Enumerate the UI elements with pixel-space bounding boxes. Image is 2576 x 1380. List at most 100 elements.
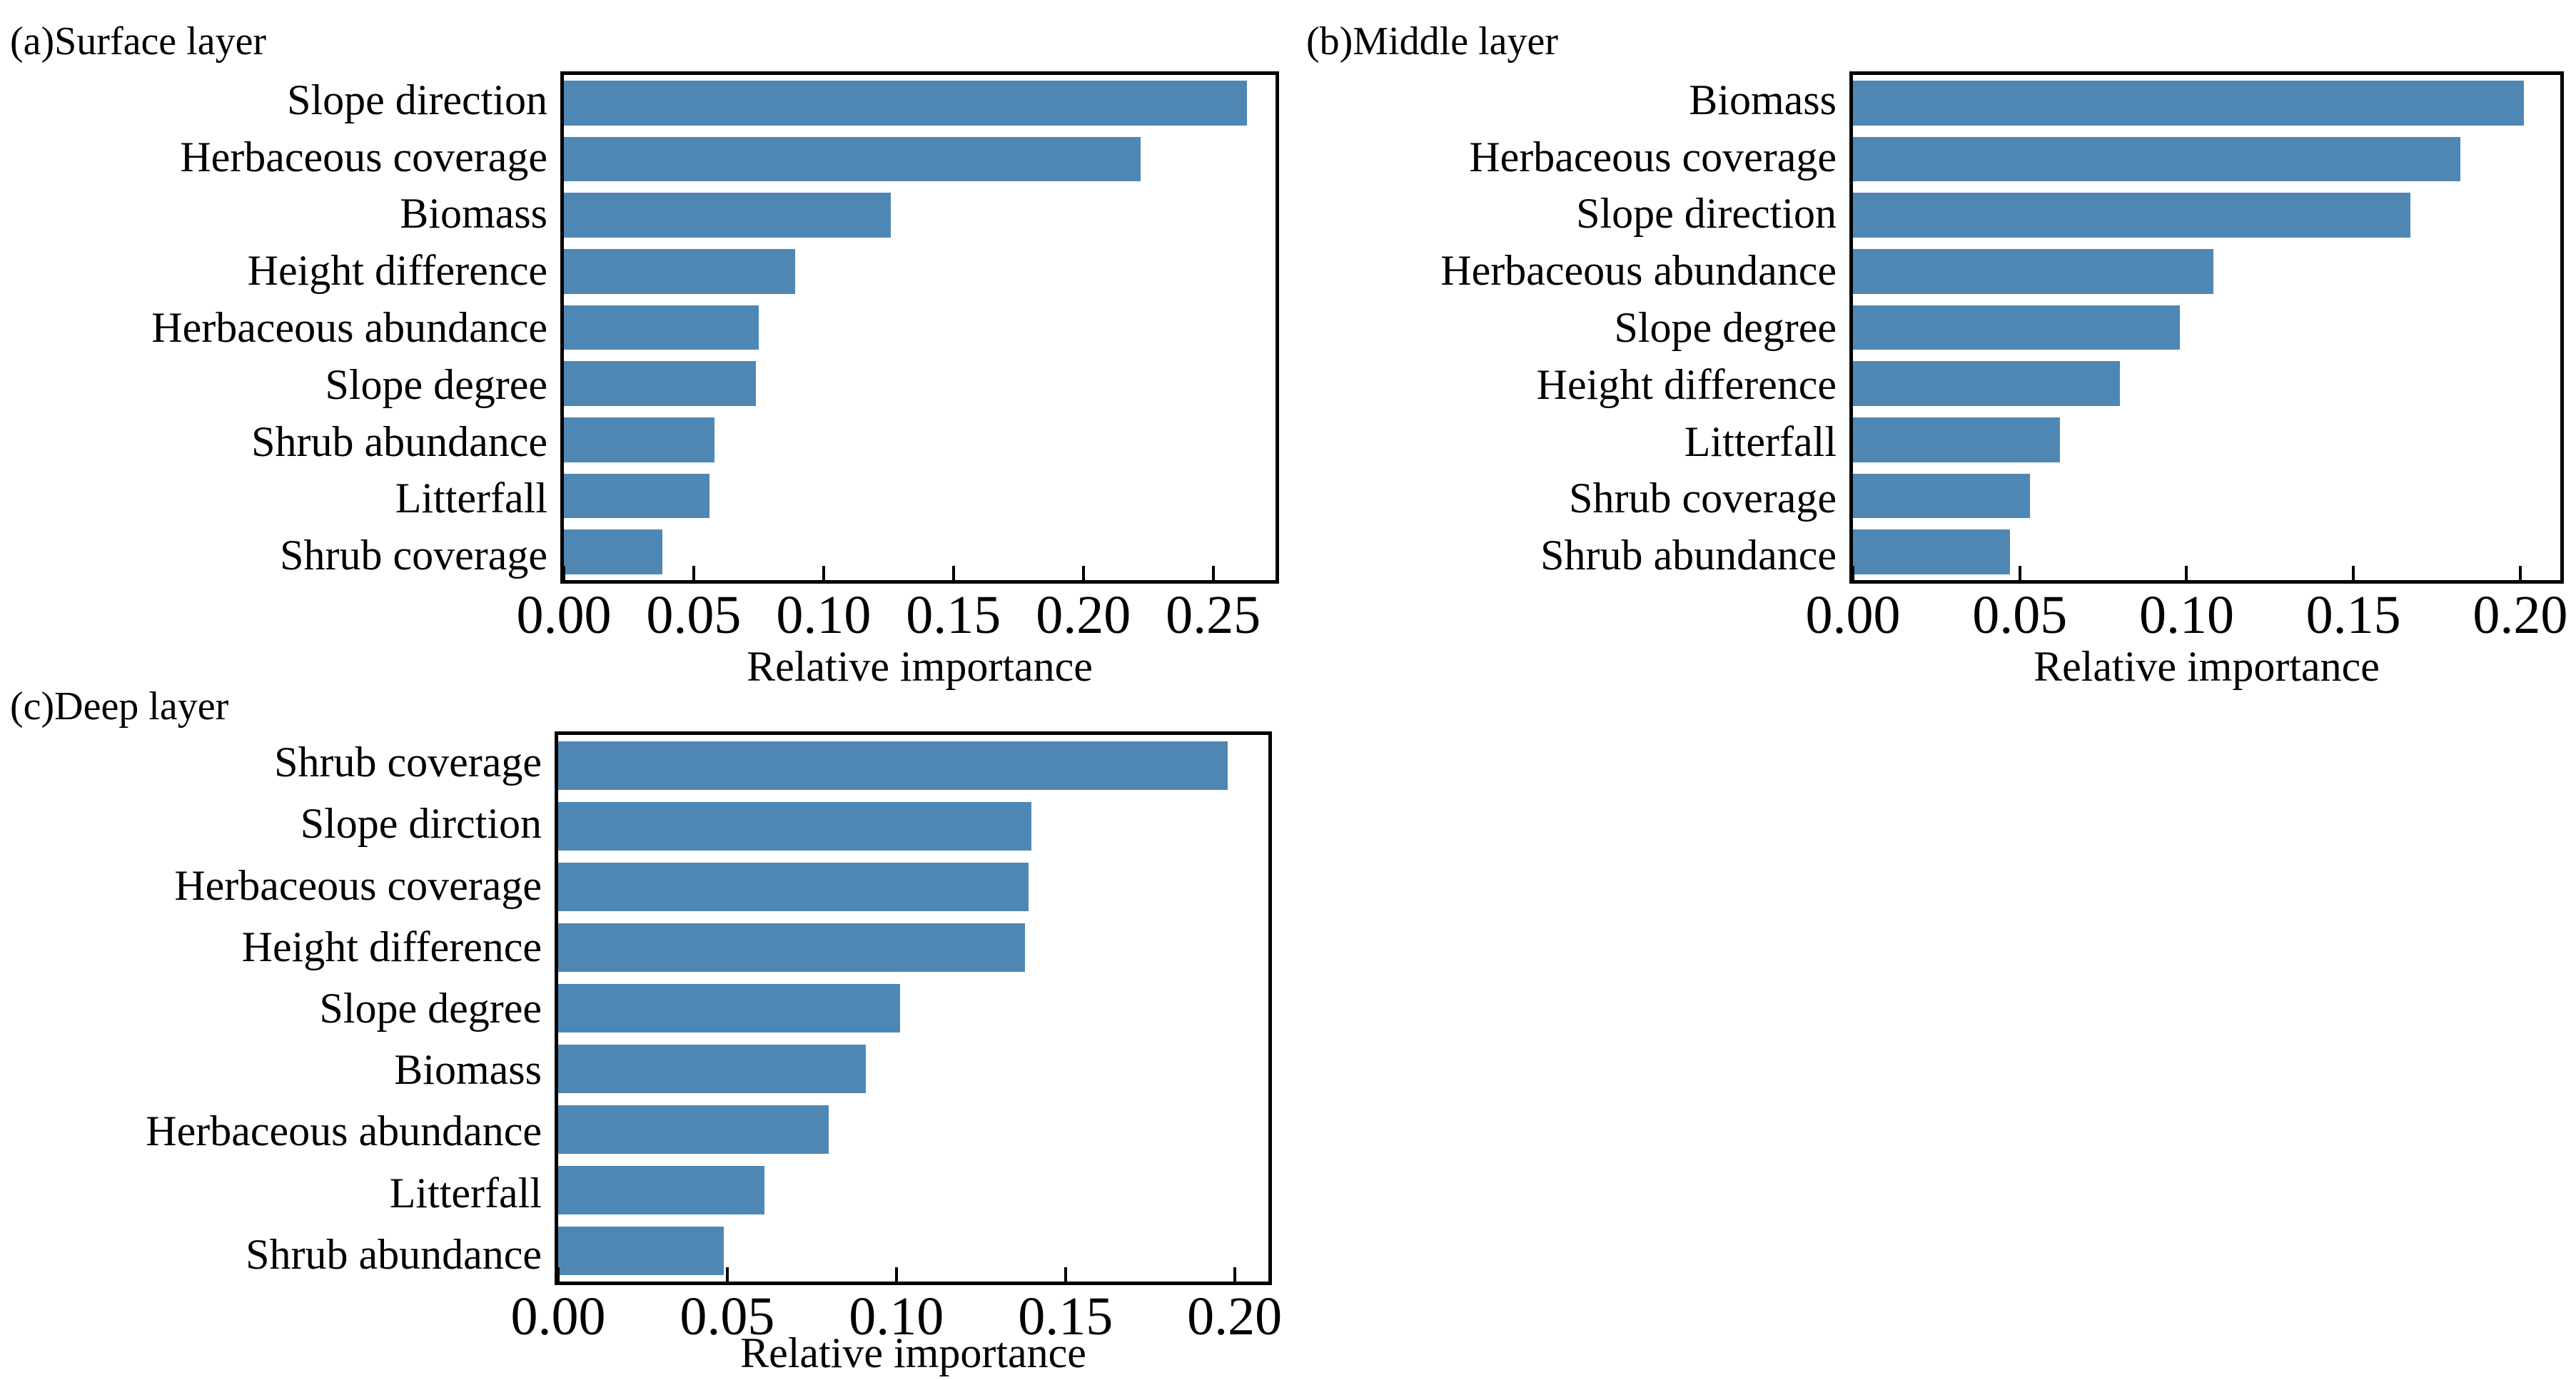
bar (1853, 305, 2181, 350)
x-tick-mark (725, 1267, 729, 1282)
x-tick-mark (894, 1267, 898, 1282)
x-tick-mark (2185, 566, 2188, 580)
category-label: Biomass (400, 190, 547, 238)
category-label: Slope dirction (300, 800, 542, 848)
x-tick-label: 0.15 (2305, 585, 2401, 645)
bar (1853, 136, 2460, 182)
category-label: Slope degree (319, 984, 542, 1032)
x-tick-mark (564, 566, 565, 580)
bar (1853, 529, 2010, 575)
x-tick-label: 0.25 (1166, 585, 1261, 645)
bar (1853, 193, 2410, 238)
panel-title: (c)Deep layer (10, 684, 229, 729)
category-label: Litterfall (389, 1169, 542, 1217)
x-tick-label: 0.15 (1018, 1287, 1113, 1346)
x-tick-mark (2518, 566, 2522, 580)
x-tick-label: 0.10 (2138, 585, 2234, 645)
bar (564, 361, 757, 407)
x-tick-mark (1081, 566, 1085, 580)
bar (558, 801, 1032, 851)
x-tick-label: 0.10 (849, 1287, 944, 1346)
x-tick-mark (951, 566, 955, 580)
category-label: Biomass (1689, 76, 1837, 123)
x-tick-mark (1064, 1267, 1067, 1282)
x-tick-label: 0.20 (1187, 1287, 1283, 1346)
x-tick-label: 0.05 (646, 585, 742, 645)
plot-box (1849, 71, 2564, 584)
category-label: Biomass (394, 1046, 542, 1094)
x-axis-title: Relative importance (2034, 643, 2380, 690)
category-label: Litterfall (395, 475, 547, 522)
bar (564, 193, 892, 238)
category-label: Shrub coverage (280, 532, 547, 579)
x-tick-mark (692, 566, 695, 580)
x-tick-mark (822, 566, 825, 580)
bar (564, 529, 663, 575)
bar (558, 741, 1228, 790)
x-tick-label: 0.20 (1036, 585, 1131, 645)
category-label: Shrub coverage (1569, 475, 1837, 522)
category-label: Litterfall (1684, 417, 1837, 465)
category-label: Slope degree (1614, 304, 1837, 352)
bar (1853, 473, 2030, 519)
category-label: Shrub abundance (1540, 532, 1837, 579)
y-axis-labels: Biomass Herbaceous coverage Slope directio… (1294, 71, 1837, 584)
x-tick-label: 0.00 (516, 585, 612, 645)
plot-box (560, 71, 1279, 584)
bar (564, 248, 795, 294)
x-tick-label: 0.20 (2473, 585, 2568, 645)
bar (558, 983, 900, 1033)
category-label: Shrub coverage (274, 739, 542, 786)
x-tick-mark (558, 1267, 560, 1282)
category-label: Slope degree (325, 360, 547, 408)
category-label: Herbaceous abundance (151, 304, 547, 352)
category-label: Herbaceous coverage (1469, 133, 1837, 181)
x-tick-label: 0.00 (510, 1287, 606, 1346)
bar (1853, 361, 2120, 407)
category-label: Herbaceous coverage (174, 861, 542, 909)
x-tick-label: 0.10 (776, 585, 872, 645)
bar (558, 1166, 765, 1215)
x-axis-title: Relative importance (747, 643, 1093, 690)
bar (558, 862, 1029, 911)
x-tick-mark (2352, 566, 2355, 580)
x-tick-mark (1233, 1267, 1236, 1282)
x-tick-label: 0.05 (1972, 585, 2068, 645)
bar (564, 136, 1141, 182)
category-label: Herbaceous abundance (146, 1107, 542, 1155)
category-label: Slope direction (287, 76, 547, 123)
bar (564, 305, 759, 350)
bar (558, 1227, 724, 1276)
category-label: Height difference (241, 923, 542, 970)
plot-box (555, 731, 1272, 1285)
x-axis-title: Relative importance (740, 1329, 1086, 1376)
bar (564, 473, 709, 519)
bar (1853, 248, 2213, 294)
bar (564, 417, 715, 462)
panel-title: (b)Middle layer (1306, 19, 1558, 64)
x-tick-mark (1211, 566, 1215, 580)
category-label: Height difference (1536, 360, 1837, 408)
bar (558, 1045, 867, 1094)
y-axis-labels: Shrub coverage Slope dirction Herbaceous c… (6, 731, 542, 1285)
category-label: Herbaceous abundance (1440, 247, 1837, 295)
bar (1853, 417, 2060, 462)
bar (558, 923, 1025, 972)
x-tick-label: 0.00 (1805, 585, 1901, 645)
category-label: Height difference (247, 247, 547, 295)
x-tick-mark (1853, 566, 1854, 580)
x-tick-label: 0.05 (680, 1287, 775, 1346)
bar (564, 80, 1247, 126)
category-label: Herbaceous coverage (180, 133, 547, 181)
category-label: Slope direction (1576, 190, 1837, 238)
x-tick-label: 0.15 (906, 585, 1001, 645)
category-label: Shrub abundance (246, 1230, 542, 1278)
category-label: Shrub abundance (251, 417, 547, 465)
x-tick-mark (2018, 566, 2021, 580)
bar (558, 1105, 829, 1155)
y-axis-labels: Slope direction Herbaceous coverage Biomas… (12, 71, 547, 584)
panel-title: (a)Surface layer (10, 19, 267, 64)
